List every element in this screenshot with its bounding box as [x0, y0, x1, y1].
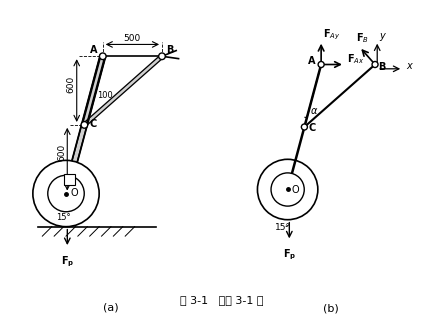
Text: $\mathbf{F}_B$: $\mathbf{F}_B$: [357, 31, 369, 45]
Text: x: x: [406, 61, 412, 71]
Text: $\mathbf{F}_\mathbf{p}$: $\mathbf{F}_\mathbf{p}$: [283, 248, 296, 262]
Text: 600: 600: [67, 75, 75, 93]
Circle shape: [159, 53, 165, 60]
Text: O: O: [291, 185, 299, 195]
Text: (b): (b): [323, 303, 339, 313]
Circle shape: [301, 124, 307, 130]
Text: O: O: [70, 188, 78, 198]
Circle shape: [271, 173, 304, 206]
Polygon shape: [83, 55, 163, 126]
Text: 图 3-1   例题 3-1 图: 图 3-1 例题 3-1 图: [180, 295, 264, 305]
Text: C: C: [89, 119, 96, 129]
Text: B: B: [378, 62, 386, 72]
Text: (a): (a): [103, 302, 119, 313]
Circle shape: [81, 122, 88, 128]
Text: 100: 100: [97, 91, 113, 100]
Polygon shape: [64, 174, 75, 185]
Text: 15°: 15°: [275, 223, 291, 233]
Circle shape: [258, 159, 318, 220]
Circle shape: [99, 53, 106, 60]
Text: 500: 500: [124, 33, 141, 43]
Polygon shape: [63, 56, 105, 194]
Polygon shape: [83, 56, 105, 125]
Text: A: A: [308, 57, 315, 66]
Text: A: A: [90, 45, 97, 55]
Text: B: B: [166, 45, 173, 55]
Text: 600: 600: [57, 144, 66, 161]
Text: $\mathbf{F}_\mathbf{p}$: $\mathbf{F}_\mathbf{p}$: [61, 254, 74, 269]
Circle shape: [33, 160, 99, 227]
Circle shape: [318, 62, 324, 68]
Text: $\mathbf{F}_{Ax}$: $\mathbf{F}_{Ax}$: [347, 52, 365, 66]
Circle shape: [48, 175, 84, 212]
Text: 15°: 15°: [56, 213, 71, 222]
Text: y: y: [379, 31, 385, 41]
Text: $\mathbf{F}_{Ay}$: $\mathbf{F}_{Ay}$: [323, 28, 341, 42]
Circle shape: [372, 62, 378, 68]
Text: C: C: [309, 123, 316, 133]
Text: $\alpha$: $\alpha$: [309, 106, 318, 116]
